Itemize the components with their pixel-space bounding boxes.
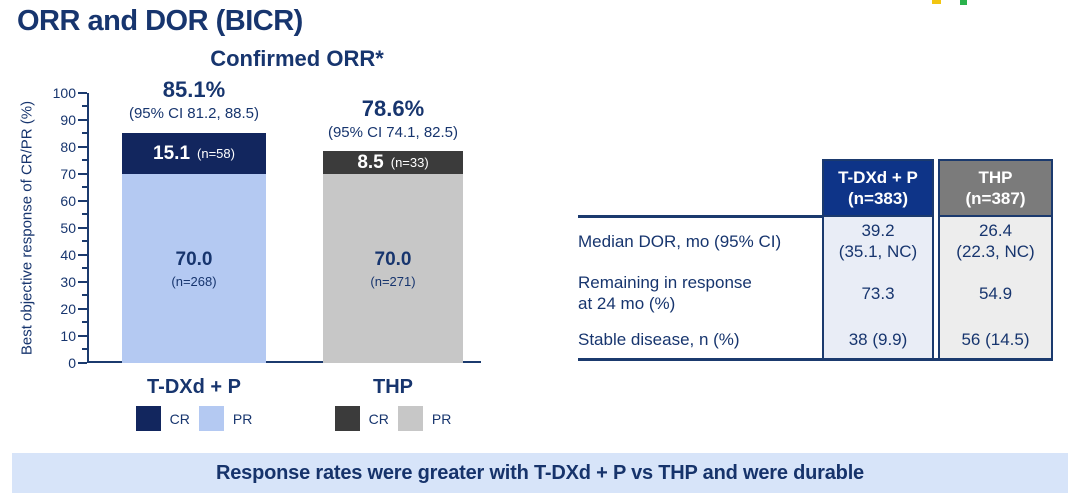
y-tick-label: 0 <box>68 355 76 371</box>
legend-thp: CR PR <box>303 405 483 432</box>
row-label-stable-disease: Stable disease, n (%) <box>578 330 740 349</box>
y-axis-ticks <box>78 92 87 365</box>
category-label-tdxd: T-DXd + P <box>147 376 241 398</box>
legend-swatch-cr-thp <box>334 406 360 431</box>
y-major-tick <box>78 173 87 175</box>
legend-label-pr: PR <box>232 410 253 427</box>
legend-tdxd: CR PR <box>104 405 284 432</box>
cell-remaining-tdxd: 73.3 <box>861 283 895 303</box>
y-major-tick <box>78 200 87 202</box>
legend-swatch-pr-thp <box>397 406 423 431</box>
y-major-tick <box>78 92 87 94</box>
y-tick-label: 90 <box>60 112 76 128</box>
y-axis-tick-labels: 100 90 80 70 60 50 40 30 20 10 0 <box>36 0 76 380</box>
x-axis-baseline <box>87 361 481 363</box>
orr-total-thp: 78.6% (95% CI 74.1, 82.5) <box>303 96 483 141</box>
legend-swatch-pr-tdxd <box>198 406 224 431</box>
y-major-tick <box>78 119 87 121</box>
y-minor-tick <box>82 240 87 242</box>
legend-swatch-cr-tdxd <box>135 406 161 431</box>
cell-stable-tdxd: 38 (9.9) <box>848 330 908 349</box>
y-axis-line <box>87 93 89 363</box>
legend-label-cr: CR <box>169 410 190 427</box>
legend-label-pr: PR <box>431 410 452 427</box>
bar-segment-cr-tdxd: 15.1 (n=58) <box>122 133 266 174</box>
orr-value-thp: 78.6% <box>361 96 425 121</box>
y-tick-label: 80 <box>60 139 76 155</box>
bar-segment-pr-thp: 70.0 (n=271) <box>323 174 463 363</box>
cr-n-tdxd: (n=58) <box>197 146 235 161</box>
table-top-rule <box>578 215 822 218</box>
row-label-median-dor: Median DOR, mo (95% CI) <box>578 231 782 251</box>
y-minor-tick <box>82 321 87 323</box>
table-header-tdxd-line1: T-DXd + P <box>838 168 918 187</box>
logo-mark-green <box>960 0 967 5</box>
table-header-thp-line2: (n=387) <box>965 189 1026 208</box>
y-minor-tick <box>82 132 87 134</box>
y-minor-tick <box>82 294 87 296</box>
chart-title: Confirmed ORR* <box>210 46 384 71</box>
y-minor-tick <box>82 267 87 269</box>
orr-value-tdxd: 85.1% <box>162 77 226 102</box>
table-header-thp-line1: THP <box>978 168 1013 187</box>
y-major-tick <box>78 308 87 310</box>
cell-median-dor-tdxd: 39.2 (35.1, NC) <box>838 221 918 261</box>
table-header-tdxd: T-DXd + P (n=383) <box>822 159 934 217</box>
y-major-tick <box>78 281 87 283</box>
y-minor-tick <box>82 186 87 188</box>
orr-ci-thp: (95% CI 74.1, 82.5) <box>327 124 459 141</box>
bar-segment-cr-thp: 8.5 (n=33) <box>323 151 463 174</box>
pr-n-tdxd: (n=268) <box>171 273 217 289</box>
table-column-tdxd: 39.2 (35.1, NC) 73.3 38 (9.9) <box>822 217 934 358</box>
y-tick-label: 50 <box>60 220 76 236</box>
takeaway-banner: Response rates were greater with T-DXd +… <box>12 453 1068 493</box>
y-tick-label: 20 <box>60 301 76 317</box>
y-tick-label: 30 <box>60 274 76 290</box>
y-minor-tick <box>82 348 87 350</box>
y-tick-label: 10 <box>60 328 76 344</box>
pr-value-thp: 70.0 <box>374 248 412 270</box>
orr-ci-tdxd: (95% CI 81.2, 88.5) <box>128 105 260 122</box>
cr-value-tdxd: 15.1 <box>153 142 191 164</box>
pr-n-thp: (n=271) <box>370 273 416 289</box>
y-tick-label: 40 <box>60 247 76 263</box>
y-minor-tick <box>82 159 87 161</box>
category-label-thp: THP <box>373 376 413 398</box>
y-major-tick <box>78 362 87 364</box>
legend-label-cr: CR <box>368 410 389 427</box>
table-row-labels: Median DOR, mo (95% CI) Remaining in res… <box>578 217 818 358</box>
cell-median-dor-thp: 26.4 (22.3, NC) <box>956 221 1035 261</box>
table-column-thp: 26.4 (22.3, NC) 54.9 56 (14.5) <box>938 217 1053 358</box>
y-minor-tick <box>82 213 87 215</box>
y-major-tick <box>78 335 87 337</box>
pr-value-tdxd: 70.0 <box>175 248 213 270</box>
y-axis-title: Best objective response of CR/PR (%) <box>18 100 36 356</box>
row-label-remaining: Remaining in response at 24 mo (%) <box>578 273 752 313</box>
cr-value-thp: 8.5 <box>357 151 384 173</box>
y-major-tick <box>78 227 87 229</box>
table-bottom-rule <box>578 358 1053 361</box>
y-major-tick <box>78 146 87 148</box>
cr-n-thp: (n=33) <box>390 155 429 170</box>
y-tick-label: 100 <box>52 85 76 101</box>
y-minor-tick <box>82 105 87 107</box>
orr-total-tdxd: 85.1% (95% CI 81.2, 88.5) <box>104 77 284 122</box>
y-tick-label: 60 <box>60 193 76 209</box>
cell-remaining-thp: 54.9 <box>978 283 1013 303</box>
page-title: ORR and DOR (BICR) <box>17 5 303 37</box>
table-header-thp: THP (n=387) <box>938 159 1053 217</box>
logo-mark-yellow <box>932 0 941 4</box>
bar-segment-pr-tdxd: 70.0 (n=268) <box>122 174 266 363</box>
table-header-tdxd-line2: (n=383) <box>848 189 908 208</box>
y-major-tick <box>78 254 87 256</box>
y-tick-label: 70 <box>60 166 76 182</box>
cell-stable-thp: 56 (14.5) <box>961 330 1030 349</box>
